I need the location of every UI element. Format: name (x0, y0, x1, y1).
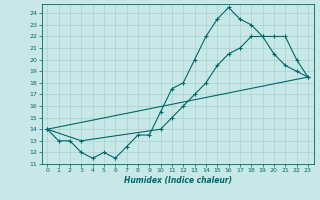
X-axis label: Humidex (Indice chaleur): Humidex (Indice chaleur) (124, 176, 232, 185)
